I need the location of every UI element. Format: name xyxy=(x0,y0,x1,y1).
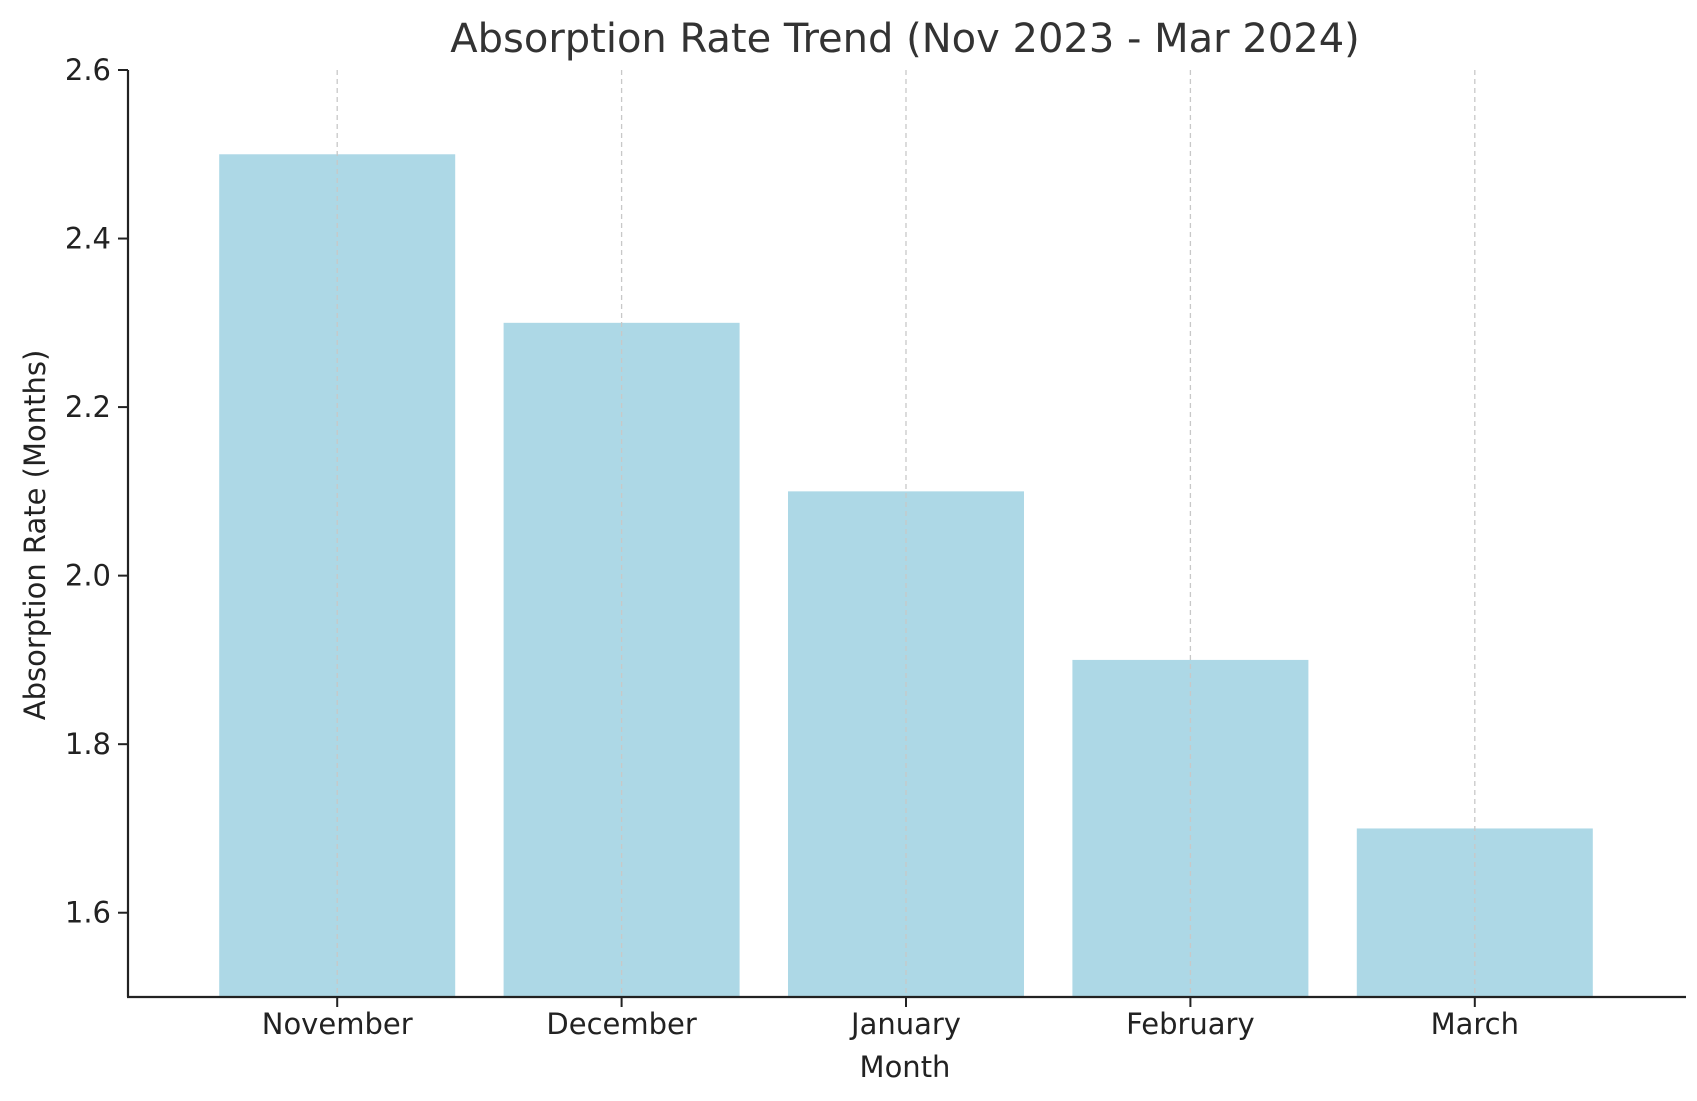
y-tick-label: 1.6 xyxy=(65,896,111,930)
x-tick-label: December xyxy=(546,1007,696,1041)
x-tick-label: February xyxy=(1126,1007,1255,1041)
chart-title: Absorption Rate Trend (Nov 2023 - Mar 20… xyxy=(450,16,1360,62)
x-tick-label: January xyxy=(849,1007,961,1041)
y-axis-label: Absorption Rate (Months) xyxy=(18,350,52,721)
grid-lines xyxy=(336,70,1476,997)
y-axis-ticks: 1.6 1.8 2.0 2.2 2.4 2.6 xyxy=(65,53,128,930)
y-tick-label: 1.8 xyxy=(65,727,111,761)
x-tick-label: November xyxy=(262,1007,413,1041)
y-tick-label: 2.4 xyxy=(65,222,111,256)
x-tick-label: March xyxy=(1431,1007,1519,1041)
y-tick-label: 2.0 xyxy=(65,559,111,593)
y-tick-label: 2.2 xyxy=(65,390,111,424)
x-axis-ticks: November December January February March xyxy=(262,997,1519,1041)
y-tick-label: 2.6 xyxy=(65,53,111,87)
x-axis-label: Month xyxy=(860,1050,951,1084)
